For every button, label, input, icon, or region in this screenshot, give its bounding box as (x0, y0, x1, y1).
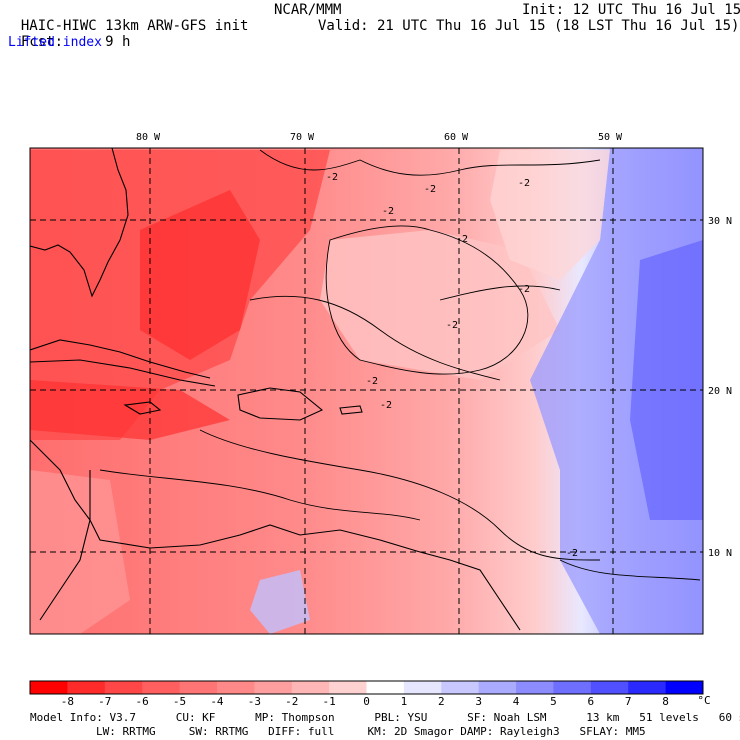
colorbar-swatch (104, 681, 143, 694)
hispaniola-coast (237, 387, 324, 421)
neutral-patch (490, 150, 610, 280)
colorbar-swatch (291, 681, 330, 694)
contour-label: -2 (518, 178, 530, 189)
jamaica-coast (123, 401, 162, 415)
colorbar-swatch (179, 681, 218, 694)
org-label: NCAR/MMM (274, 2, 342, 18)
colorbar (29, 680, 704, 695)
colorbar-tick-label: 5 (550, 695, 557, 708)
colorbar-tick-label: 7 (624, 695, 632, 708)
colorbar-tick-label: 0 (363, 695, 370, 708)
colorbar-tick-label: 6 (587, 695, 595, 708)
cuba-coast (30, 339, 211, 379)
model-title: HAIC-HIWC 13km ARW-GFS init (20, 18, 249, 34)
contour-line (325, 225, 529, 375)
florida-coast (30, 148, 129, 298)
contour-label: -2 (380, 400, 392, 411)
colorbar-tick-label: -2 (285, 695, 299, 708)
fcst-value: 9 h (105, 34, 131, 50)
forecast-hour: Fcst: 9 h (4, 18, 131, 50)
colorbar-tick-label: 1 (400, 695, 408, 708)
contour-label: -2 (566, 548, 578, 559)
colorbar-swatch (254, 681, 293, 694)
colorbar-swatch (142, 681, 181, 694)
contour-label: -2 (456, 234, 468, 245)
lon-label: 50 W (598, 132, 623, 143)
fcst-label: Fcst: (20, 34, 64, 50)
contour-line (99, 469, 421, 521)
contour-label: -2 (382, 206, 394, 217)
contour-line (199, 429, 601, 561)
contour-label: -2 (424, 184, 436, 195)
caribbean-unstable-zone (30, 380, 230, 440)
graticule (30, 148, 703, 634)
contour-label: -2 (366, 376, 378, 387)
cuba-south-coast (30, 359, 216, 387)
map-field: -2 -2 -2 -2 -2 -2 -2 -2 -2 -2 (30, 148, 703, 634)
colorbar-swatch (30, 681, 68, 694)
south-america-coast (30, 439, 521, 631)
colorbar-tick-label: -7 (98, 695, 112, 708)
colorbar-tick-label: -4 (210, 695, 224, 708)
colorbar-swatch (628, 681, 667, 694)
valid-time: Valid: 21 UTC Thu 16 Jul 15 (18 LST Thu … (318, 18, 740, 34)
stable-patch (320, 230, 560, 380)
colorbar-tick-label: 8 (662, 695, 669, 708)
lat-label: 20 N (708, 386, 732, 397)
contours (99, 149, 701, 581)
lon-label: 80 W (136, 132, 161, 143)
model-info-line2: LW: RRTMG SW: RRTMG DIFF: full KM: 2D Sm… (96, 725, 646, 738)
puerto-rico-coast (339, 405, 363, 415)
colorbar-tick-label: -8 (60, 695, 74, 708)
colorbar-tick-label: -1 (322, 695, 336, 708)
lon-label: 60 W (444, 132, 469, 143)
colorbar-tick-label: -3 (247, 695, 261, 708)
colorbar-swatch (590, 681, 629, 694)
colorbar-swatch (366, 681, 405, 694)
field-name: Lifted index (8, 35, 102, 50)
lat-label: 30 N (708, 216, 732, 227)
contour-label: -2 (518, 284, 530, 295)
colorbar-tick-label: 4 (512, 695, 520, 708)
land-stable-patch (250, 570, 310, 634)
colorbar-swatch (67, 681, 106, 694)
colorbar-tick-label: -5 (172, 695, 187, 708)
very-unstable-zone (140, 190, 260, 360)
colorbar-swatch (216, 681, 255, 694)
colorbar-tick-label: -6 (135, 695, 149, 708)
contour-label: -2 (326, 172, 338, 183)
very-stable-region (630, 240, 703, 520)
contour-label: -2 (446, 320, 458, 331)
map-frame (29, 147, 704, 635)
colorbar-frame (29, 680, 704, 695)
colorbar-tick-label: 2 (437, 695, 445, 708)
contour-line (249, 295, 501, 381)
contour-line (439, 285, 561, 301)
lon-label: 70 W (290, 132, 315, 143)
colorbar-swatch (403, 681, 442, 694)
colorbar-swatch (516, 681, 554, 694)
init-time: Init: 12 UTC Thu 16 Jul 15 (522, 2, 740, 18)
coastlines (30, 148, 521, 631)
colorbar-unit: °C (697, 694, 711, 707)
colorbar-swatch (478, 681, 517, 694)
colorbar-swatch (553, 681, 592, 694)
colorbar-swatch (665, 681, 704, 694)
colorbar-swatch (441, 681, 480, 694)
colorbar-tick-label: 3 (475, 695, 482, 708)
contour-line (559, 559, 701, 581)
model-info-line1: Model Info: V3.7 CU: KF MP: Thompson PBL… (30, 711, 740, 724)
contour-labels: -2 -2 -2 -2 -2 -2 -2 -2 -2 -2 (326, 172, 578, 559)
contour-line (259, 149, 601, 176)
central-america-coast (39, 470, 91, 621)
colorbar-swatch (329, 681, 367, 694)
lat-label: 10 N (708, 548, 732, 559)
